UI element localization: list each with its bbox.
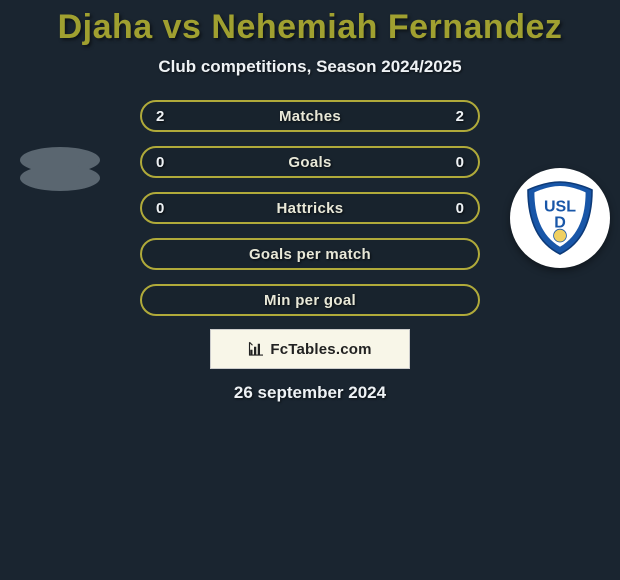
- stat-left-value: 0: [156, 200, 164, 217]
- brand-box[interactable]: FcTables.com: [210, 329, 410, 369]
- stat-label: Matches: [279, 108, 341, 125]
- bar-chart-icon: [248, 340, 266, 358]
- stat-row: 0 Goals 0: [0, 145, 620, 179]
- stat-row: 2 Matches 2: [0, 99, 620, 133]
- stat-label: Hattricks: [277, 200, 344, 217]
- stat-pill: Goals per match: [140, 238, 480, 270]
- stat-left-value: 2: [156, 108, 164, 125]
- brand-label: FcTables.com: [270, 341, 371, 358]
- stat-pill: 0 Hattricks 0: [140, 192, 480, 224]
- stat-label: Goals per match: [249, 246, 371, 263]
- stat-row: Goals per match: [0, 237, 620, 271]
- stat-row: Min per goal: [0, 283, 620, 317]
- page-title: Djaha vs Nehemiah Fernandez: [0, 8, 620, 47]
- stat-label: Min per goal: [264, 292, 356, 309]
- stat-pill: 2 Matches 2: [140, 100, 480, 132]
- stat-row: 0 Hattricks 0: [0, 191, 620, 225]
- subtitle: Club competitions, Season 2024/2025: [0, 57, 620, 77]
- stat-pill: Min per goal: [140, 284, 480, 316]
- stat-pill: 0 Goals 0: [140, 146, 480, 178]
- date-text: 26 september 2024: [0, 383, 620, 403]
- infographic-container: Djaha vs Nehemiah Fernandez Club competi…: [0, 0, 620, 403]
- stat-left-value: 0: [156, 154, 164, 171]
- stat-right-value: 2: [456, 108, 464, 125]
- stat-right-value: 0: [456, 154, 464, 171]
- stat-label: Goals: [288, 154, 331, 171]
- stat-right-value: 0: [456, 200, 464, 217]
